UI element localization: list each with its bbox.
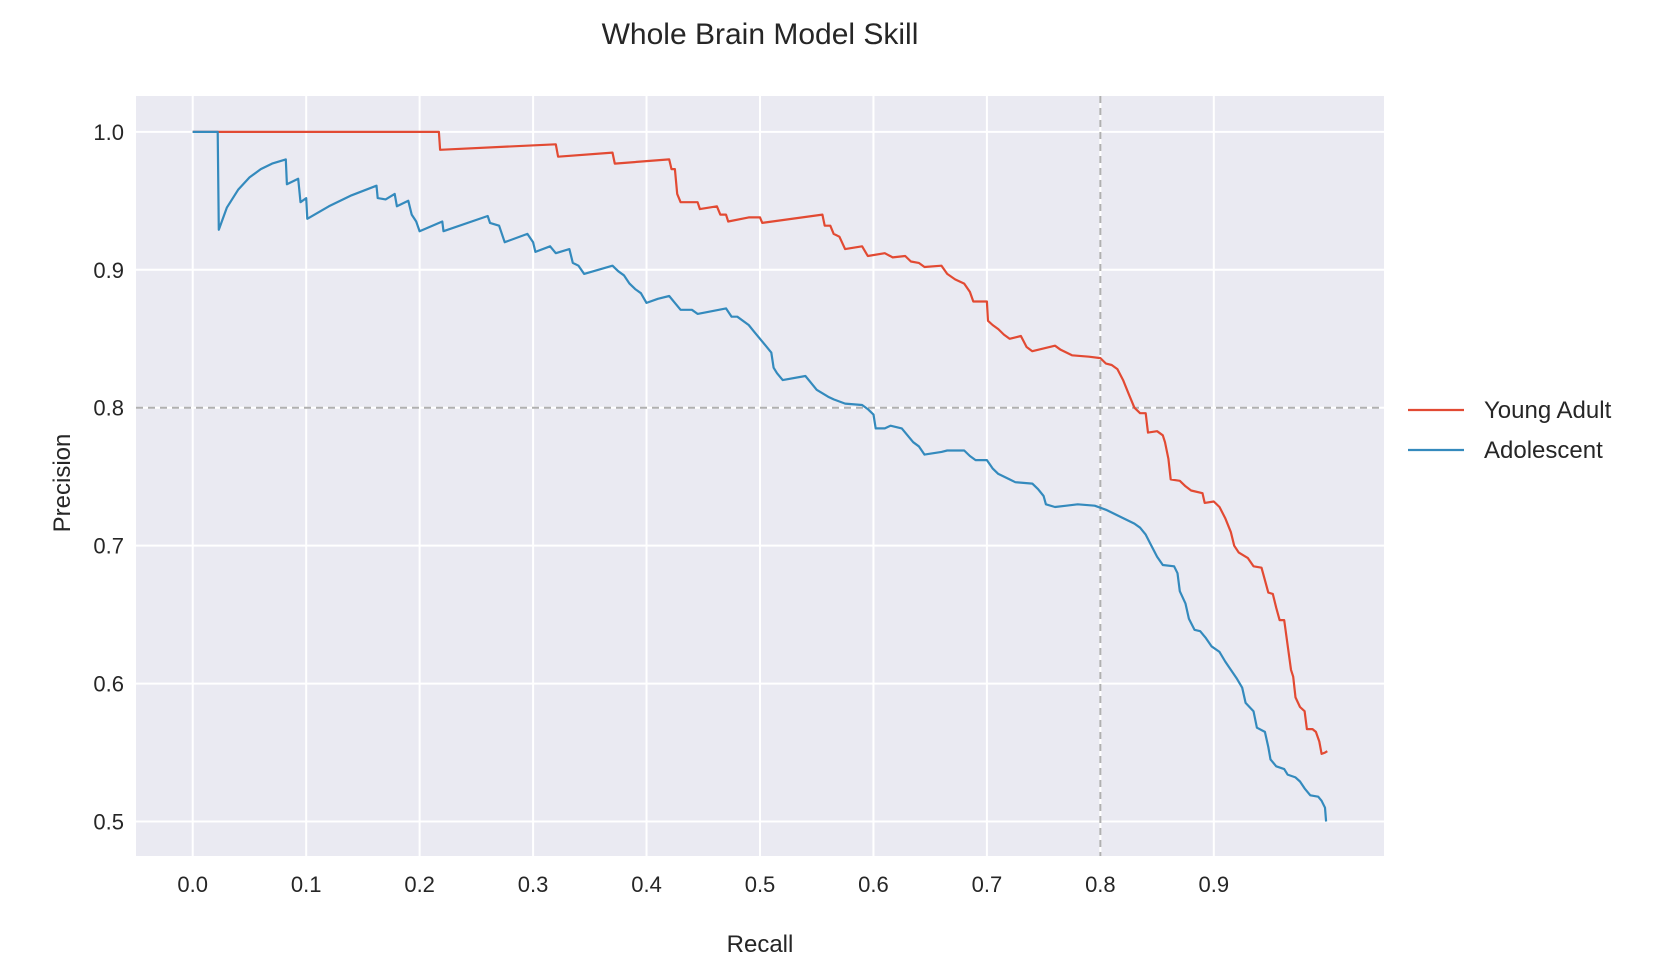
x-tick-label: 0.2 [404, 872, 435, 897]
x-tick-label: 0.6 [858, 872, 889, 897]
y-tick-labels: 0.5 0.6 0.7 0.8 0.9 1.0 [93, 120, 124, 835]
y-tick-label: 0.7 [93, 534, 124, 559]
series-layer [192, 130, 1328, 822]
x-tick-label: 0.4 [631, 872, 662, 897]
x-tick-label: 0.1 [291, 872, 322, 897]
y-tick-label: 1.0 [93, 120, 124, 145]
legend: Young Adult Adolescent [1408, 397, 1612, 464]
y-axis-title: Precision [49, 434, 76, 533]
x-tick-label: 0.5 [745, 872, 776, 897]
series-line-young-adult [192, 130, 1328, 755]
x-tick-label: 0.0 [177, 872, 208, 897]
legend-label: Young Adult [1484, 397, 1612, 424]
x-tick-label: 0.8 [1085, 872, 1116, 897]
x-tick-labels: 0.0 0.1 0.2 0.3 0.4 0.5 0.6 0.7 0.8 0.9 [177, 872, 1229, 897]
y-tick-label: 0.9 [93, 258, 124, 283]
y-tick-label: 0.6 [93, 672, 124, 697]
y-tick-label: 0.5 [93, 810, 124, 835]
legend-label: Adolescent [1484, 437, 1603, 464]
series-line-adolescent [192, 130, 1328, 822]
x-tick-label: 0.3 [518, 872, 549, 897]
chart-title: Whole Brain Model Skill [602, 18, 919, 51]
legend-item-young-adult: Young Adult [1408, 397, 1612, 424]
reference-lines [136, 96, 1384, 856]
legend-item-adolescent: Adolescent [1408, 437, 1603, 464]
x-tick-label: 0.9 [1199, 872, 1230, 897]
y-tick-label: 0.8 [93, 396, 124, 421]
x-tick-label: 0.7 [972, 872, 1003, 897]
x-axis-title: Recall [727, 931, 794, 958]
